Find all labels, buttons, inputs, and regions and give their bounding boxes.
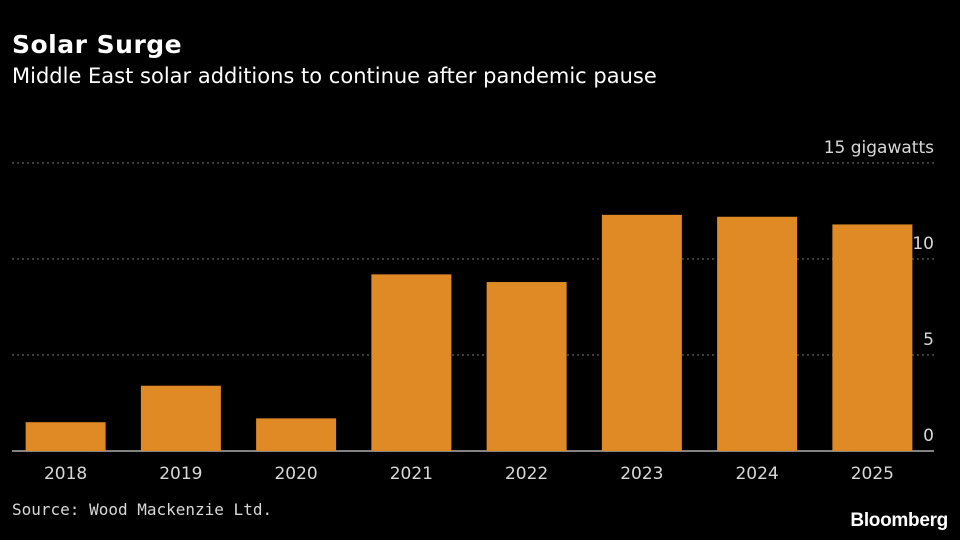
y-tick-label: 10 xyxy=(912,234,934,254)
y-tick-label: 15 gigawatts xyxy=(824,138,934,158)
bar-2022 xyxy=(486,282,567,451)
chart-subtitle: Middle East solar additions to continue … xyxy=(12,64,657,88)
bar-2021 xyxy=(371,274,452,451)
bar-2023 xyxy=(601,214,682,451)
x-tick-label: 2023 xyxy=(620,464,663,484)
x-tick-label: 2022 xyxy=(505,464,548,484)
bar-2019 xyxy=(140,385,221,451)
y-axis-ticks: 0 5 10 15 gigawatts xyxy=(824,138,934,446)
bar-2024 xyxy=(717,216,798,451)
x-tick-label: 2020 xyxy=(274,464,317,484)
chart-title: Solar Surge xyxy=(12,30,183,59)
y-tick-label: 0 xyxy=(923,426,934,446)
bar-2025 xyxy=(832,224,913,451)
x-tick-label: 2021 xyxy=(390,464,433,484)
x-tick-label: 2024 xyxy=(735,464,778,484)
bars xyxy=(25,214,913,451)
bar-2018 xyxy=(25,422,106,451)
source-note: Source: Wood Mackenzie Ltd. xyxy=(12,500,273,519)
bloomberg-logo: Bloomberg xyxy=(850,510,948,531)
y-tick-label: 5 xyxy=(923,330,934,350)
x-axis-ticks: 2018 2019 2020 2021 2022 2023 2024 2025 xyxy=(44,464,894,484)
bar-2020 xyxy=(256,418,337,451)
x-tick-label: 2019 xyxy=(159,464,202,484)
x-tick-label: 2018 xyxy=(44,464,87,484)
x-tick-label: 2025 xyxy=(851,464,894,484)
